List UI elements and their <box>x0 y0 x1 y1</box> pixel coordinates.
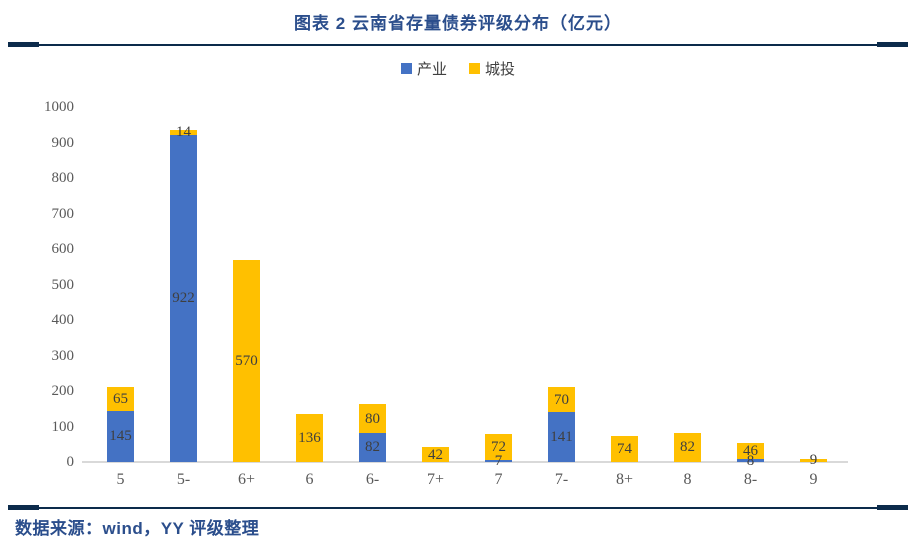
bar-value-label-industry: 922 <box>172 290 195 307</box>
top-rule <box>8 42 908 47</box>
bottom-rule <box>8 505 908 510</box>
y-tick-label: 400 <box>51 312 75 328</box>
x-tick-label: 7+ <box>426 471 445 488</box>
x-tick-label: 6+ <box>237 471 256 488</box>
bar-segment-industry <box>107 410 134 462</box>
bar-value-label-chengtou: 46 <box>743 442 758 459</box>
y-tick-label: 100 <box>51 418 75 435</box>
y-tick-label: 0 <box>66 454 75 470</box>
x-axis-baseline <box>82 461 848 463</box>
bar-segment-industry <box>485 459 512 462</box>
bar-segment-chengtou <box>611 435 638 462</box>
bar-value-label-chengtou: 9 <box>809 452 818 469</box>
x-tick-label: 8+ <box>615 471 634 488</box>
bar-value-label-chengtou: 136 <box>298 429 321 446</box>
x-tick-label: 8- <box>743 471 758 488</box>
legend-item-industry: 产业 <box>400 58 447 79</box>
bar-segment-industry <box>359 432 386 462</box>
y-tick-label: 200 <box>51 383 75 399</box>
x-tick-label: 8 <box>683 471 692 488</box>
bar-value-label-chengtou: 74 <box>617 440 632 457</box>
bottom-rule-right-cap <box>877 505 908 510</box>
bar-value-label-chengtou: 570 <box>235 352 258 369</box>
bar-value-label-chengtou: 70 <box>554 391 569 408</box>
x-tick-label: 9 <box>809 471 818 488</box>
bar-value-label-chengtou: 65 <box>113 390 128 407</box>
bar-segment-industry <box>170 134 197 462</box>
x-tick-label: 6 <box>305 471 314 488</box>
bar-value-label-industry: 141 <box>550 428 573 445</box>
x-tick-label: 6- <box>365 471 380 488</box>
x-tick-label: 5 <box>116 471 125 488</box>
bar-value-label-industry: 82 <box>365 439 380 456</box>
y-tick-label: 600 <box>51 241 75 257</box>
bar-segment-chengtou <box>170 129 197 135</box>
legend: 产业 城投 <box>0 58 916 78</box>
top-rule-right-cap <box>877 42 908 47</box>
bar-value-label-chengtou: 80 <box>365 410 380 427</box>
bar-segment-chengtou <box>800 458 827 462</box>
bar-segment-chengtou <box>107 387 134 411</box>
bar-segment-chengtou <box>737 442 764 460</box>
legend-swatch-industry <box>400 62 412 74</box>
bar-value-label-industry: 145 <box>109 428 132 445</box>
bottom-rule-left-cap <box>8 505 39 510</box>
bar-segment-chengtou <box>548 387 575 412</box>
bar-segment-chengtou <box>485 433 512 460</box>
legend-label-chengtou: 城投 <box>485 61 516 78</box>
bar-value-label-chengtou: 14 <box>176 124 191 141</box>
data-source: 数据来源：wind，YY 评级整理 <box>15 519 260 538</box>
y-tick-label: 700 <box>51 205 75 222</box>
legend-item-chengtou: 城投 <box>469 58 515 79</box>
y-tick-label: 300 <box>51 347 75 364</box>
bar-segment-chengtou <box>359 404 386 433</box>
bar-segment-industry <box>737 459 764 462</box>
legend-label-industry: 产业 <box>416 61 447 78</box>
bar-value-label-industry: 8 <box>746 452 755 469</box>
top-rule-left-cap <box>8 42 39 47</box>
y-tick-label: 1000 <box>44 99 74 115</box>
bar-segment-chengtou <box>233 259 260 462</box>
bar-segment-industry <box>548 411 575 462</box>
x-tick-label: 7 <box>494 471 503 488</box>
y-tick-label: 800 <box>51 170 75 186</box>
bar-segment-chengtou <box>296 413 323 462</box>
bar-value-label-chengtou: 72 <box>491 438 506 455</box>
y-tick-label: 500 <box>51 276 75 293</box>
bar-value-label-chengtou: 42 <box>428 446 443 463</box>
legend-swatch-chengtou <box>469 62 480 74</box>
chart-title: 图表 2 云南省存量债券评级分布（亿元） <box>294 14 622 33</box>
y-tick-label: 900 <box>51 134 75 151</box>
bar-value-label-chengtou: 82 <box>680 439 695 456</box>
bar-segment-chengtou <box>422 447 449 462</box>
bar-segment-chengtou <box>674 432 701 462</box>
x-tick-label: 5- <box>176 471 191 488</box>
x-tick-label: 7- <box>554 471 569 488</box>
bar-value-label-industry: 7 <box>494 452 503 469</box>
